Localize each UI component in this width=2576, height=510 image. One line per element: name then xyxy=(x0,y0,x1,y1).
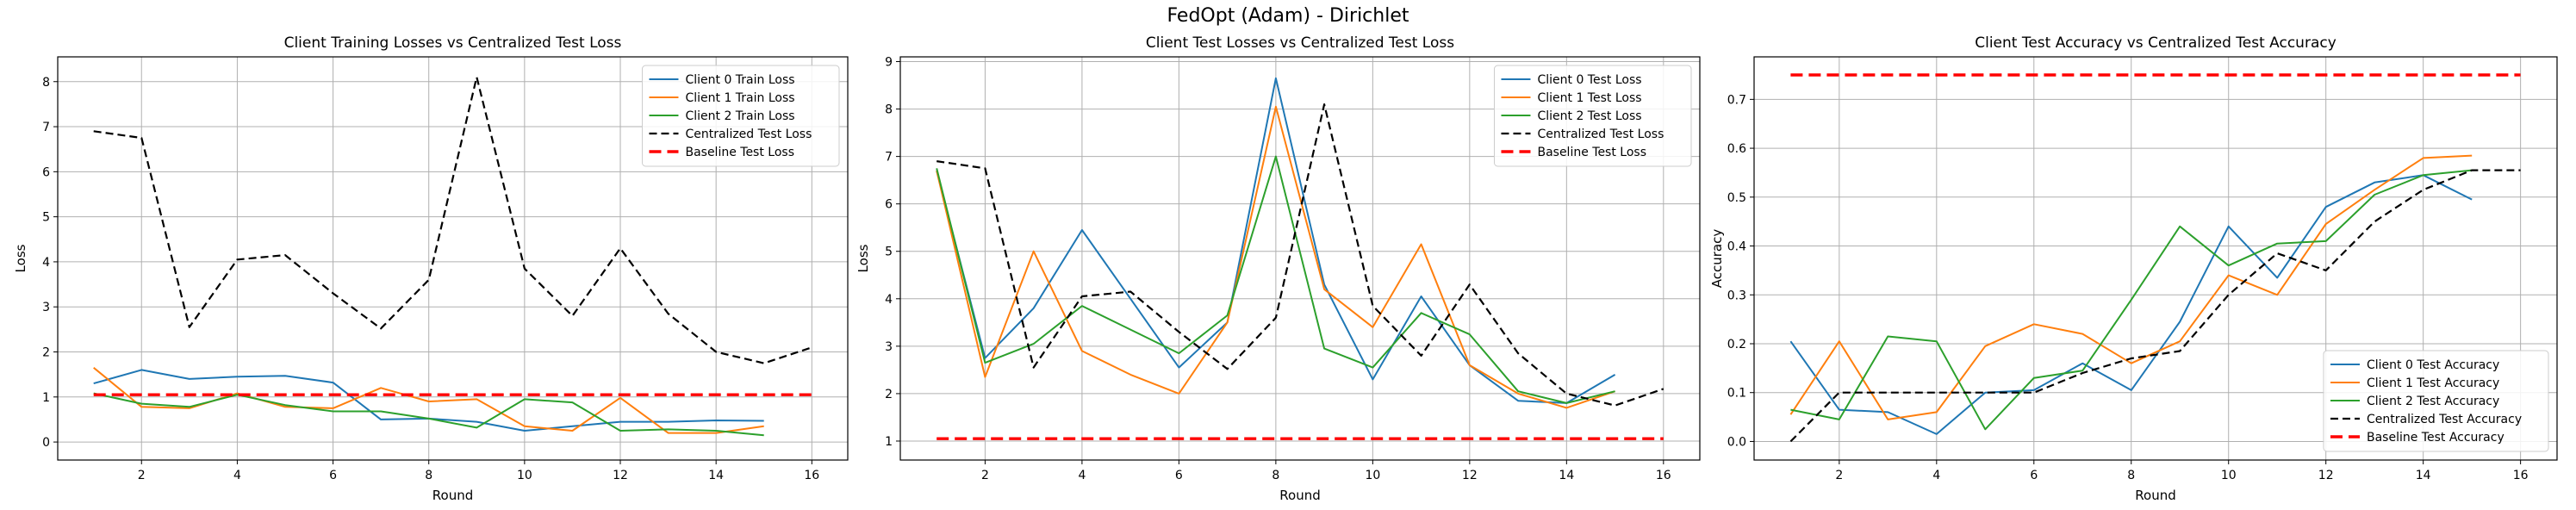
series-line-client-2-test-loss xyxy=(936,155,1615,404)
y-tick-label: 9 xyxy=(885,56,893,70)
y-tick-label: 3 xyxy=(42,301,50,314)
y-axis-label: Loss xyxy=(13,244,28,272)
x-tick-label: 6 xyxy=(2030,469,2038,482)
y-tick-label: 2 xyxy=(885,388,893,401)
y-tick-label: 6 xyxy=(42,165,50,179)
y-tick-label: 7 xyxy=(885,151,893,165)
y-tick-label: 8 xyxy=(885,103,893,117)
plot-frame xyxy=(1753,56,2558,461)
y-tick-label: 0.1 xyxy=(1727,387,1746,401)
legend-label: Baseline Test Loss xyxy=(1537,146,1646,159)
y-tick-label: 0.2 xyxy=(1727,338,1746,351)
legend-label: Client 1 Test Loss xyxy=(1537,91,1641,105)
x-tick-label: 12 xyxy=(1462,469,1478,482)
legend-label: Client 2 Test Accuracy xyxy=(2367,395,2499,408)
x-tick-label: 10 xyxy=(517,469,532,482)
legend-label: Client 2 Train Loss xyxy=(685,109,794,123)
y-tick-label: 0 xyxy=(42,436,50,450)
y-tick-label: 5 xyxy=(42,211,50,225)
chart-title: Client Test Accuracy vs Centralized Test… xyxy=(1975,34,2336,52)
series-line-client-2-test-accuracy xyxy=(1790,169,2473,431)
legend-label: Centralized Test Accuracy xyxy=(2367,413,2522,426)
legend-label: Client 1 Test Accuracy xyxy=(2367,376,2499,390)
series-line-centralized-test-accuracy xyxy=(1789,169,2521,443)
x-tick-label: 2 xyxy=(1835,469,1843,482)
y-tick-label: 4 xyxy=(885,293,893,307)
x-axis-label: Round xyxy=(1279,488,1320,503)
series-line-client-2-train-loss xyxy=(93,392,764,437)
x-tick-label: 4 xyxy=(1078,469,1086,482)
chart-panel-2: Client Test Losses vs Centralized Test L… xyxy=(856,34,1701,503)
y-tick-label: 3 xyxy=(885,340,893,354)
y-tick-label: 1 xyxy=(42,391,50,405)
x-tick-label: 2 xyxy=(138,469,146,482)
x-tick-label: 12 xyxy=(613,469,628,482)
chart-title: Client Training Losses vs Centralized Te… xyxy=(284,34,622,52)
x-tick-label: 14 xyxy=(2416,469,2431,482)
y-tick-label: 4 xyxy=(42,256,50,270)
y-tick-label: 0.4 xyxy=(1727,240,1746,254)
figure-title: FedOpt (Adam) - Dirichlet xyxy=(1167,5,1409,27)
y-tick-label: 0.7 xyxy=(1727,93,1746,107)
legend-label: Baseline Test Loss xyxy=(685,146,794,159)
y-tick-label: 8 xyxy=(42,76,50,90)
x-tick-label: 10 xyxy=(2221,469,2237,482)
x-tick-label: 4 xyxy=(1932,469,1940,482)
y-tick-label: 0.0 xyxy=(1727,435,1746,449)
series-line-client-1-test-accuracy xyxy=(1789,154,2473,420)
y-tick-label: 0.6 xyxy=(1727,142,1746,156)
x-tick-label: 8 xyxy=(2127,469,2135,482)
legend-label: Centralized Test Loss xyxy=(1537,128,1664,141)
y-tick-label: 1 xyxy=(885,435,893,449)
series-line-client-0-test-loss xyxy=(936,77,1616,404)
x-tick-label: 12 xyxy=(2318,469,2334,482)
legend-label: Client 0 Train Loss xyxy=(685,73,794,87)
legend-label: Centralized Test Loss xyxy=(685,128,812,141)
legend-box xyxy=(641,65,840,167)
chart-panel-1: Client Training Losses vs Centralized Te… xyxy=(13,34,849,503)
y-tick-label: 0.3 xyxy=(1727,289,1746,302)
legend: Client 0 Test Accuracy Client 1 Test Accu… xyxy=(2323,350,2549,452)
y-tick-label: 6 xyxy=(885,198,893,212)
chart-panel-3: Client Test Accuracy vs Centralized Test… xyxy=(1709,34,2558,503)
x-tick-label: 14 xyxy=(708,469,724,482)
series-line-client-0-test-accuracy xyxy=(1789,174,2473,435)
x-tick-label: 8 xyxy=(425,469,432,482)
legend-label: Client 1 Train Loss xyxy=(685,91,794,105)
y-axis-label: Loss xyxy=(856,244,871,272)
x-axis-label: Round xyxy=(432,488,473,503)
legend-label: Client 2 Test Loss xyxy=(1537,109,1641,123)
x-tick-label: 4 xyxy=(233,469,241,482)
y-tick-label: 5 xyxy=(885,246,893,259)
x-tick-label: 6 xyxy=(329,469,337,482)
legend-box xyxy=(2323,350,2549,452)
y-axis-label: Accuracy xyxy=(1709,229,1725,289)
y-tick-label: 7 xyxy=(42,121,50,134)
x-tick-label: 10 xyxy=(1365,469,1380,482)
y-tick-label: 2 xyxy=(42,346,50,360)
legend-label: Client 0 Test Loss xyxy=(1537,73,1641,87)
x-tick-label: 16 xyxy=(2513,469,2529,482)
chart-title: Client Test Losses vs Centralized Test L… xyxy=(1146,34,1454,52)
series-line-client-1-test-loss xyxy=(936,105,1615,409)
legend-box xyxy=(1493,65,1692,167)
legend: Client 0 Test Loss Client 1 Test Loss Clie… xyxy=(1493,65,1692,167)
legend-label: Client 0 Test Accuracy xyxy=(2367,358,2499,372)
x-tick-label: 16 xyxy=(1656,469,1671,482)
series-line-centralized-test-loss xyxy=(936,103,1664,407)
legend: Client 0 Train Loss Client 1 Train Loss Cl… xyxy=(641,65,840,167)
x-tick-label: 8 xyxy=(1272,469,1279,482)
x-tick-label: 6 xyxy=(1175,469,1183,482)
series-line-centralized-test-loss xyxy=(93,76,812,364)
plot-frame xyxy=(899,56,1701,461)
x-tick-label: 14 xyxy=(1559,469,1574,482)
x-tick-label: 2 xyxy=(981,469,989,482)
x-tick-label: 16 xyxy=(804,469,819,482)
plot-frame xyxy=(57,56,849,461)
y-tick-label: 0.5 xyxy=(1727,191,1746,205)
legend-label: Baseline Test Accuracy xyxy=(2367,431,2504,445)
x-axis-label: Round xyxy=(2135,488,2175,503)
